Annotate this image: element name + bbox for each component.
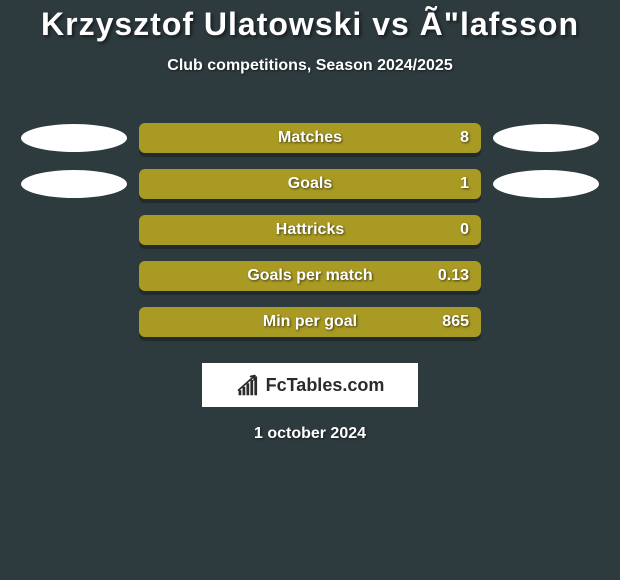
brand-badge: FcTables.com	[202, 363, 418, 407]
stat-bar: Hattricks 0	[139, 215, 481, 245]
brand-text: FcTables.com	[266, 375, 385, 396]
stat-bar: Min per goal 865	[139, 307, 481, 337]
stats-rows: Matches 8 Goals 1 Hattricks 0 Goals per match 0…	[0, 115, 620, 345]
stat-value: 865	[442, 313, 469, 331]
stat-value: 0.13	[438, 267, 469, 285]
left-pill-spacer	[21, 216, 127, 244]
stat-label: Hattricks	[276, 221, 344, 239]
stat-label: Min per goal	[263, 313, 357, 331]
right-pill-spacer	[493, 308, 599, 336]
right-pill	[493, 170, 599, 198]
stat-row: Goals 1	[0, 161, 620, 207]
right-pill	[493, 124, 599, 152]
stat-row: Goals per match 0.13	[0, 253, 620, 299]
date-text: 1 october 2024	[0, 425, 620, 443]
page-title: Krzysztof Ulatowski vs Ã"lafsson	[0, 6, 620, 43]
comparison-infographic: Krzysztof Ulatowski vs Ã"lafsson Club co…	[0, 0, 620, 443]
stat-value: 0	[460, 221, 469, 239]
stat-bar: Goals per match 0.13	[139, 261, 481, 291]
stat-label: Goals	[288, 175, 332, 193]
stat-row: Matches 8	[0, 115, 620, 161]
stat-row: Min per goal 865	[0, 299, 620, 345]
right-pill-spacer	[493, 262, 599, 290]
left-pill-spacer	[21, 262, 127, 290]
stat-bar: Matches 8	[139, 123, 481, 153]
stat-label: Goals per match	[247, 267, 372, 285]
stat-value: 1	[460, 175, 469, 193]
barchart-icon	[236, 373, 260, 397]
stat-row: Hattricks 0	[0, 207, 620, 253]
stat-value: 8	[460, 129, 469, 147]
stat-bar: Goals 1	[139, 169, 481, 199]
left-pill-spacer	[21, 308, 127, 336]
left-pill	[21, 170, 127, 198]
subtitle: Club competitions, Season 2024/2025	[0, 57, 620, 75]
stat-label: Matches	[278, 129, 342, 147]
right-pill-spacer	[493, 216, 599, 244]
left-pill	[21, 124, 127, 152]
